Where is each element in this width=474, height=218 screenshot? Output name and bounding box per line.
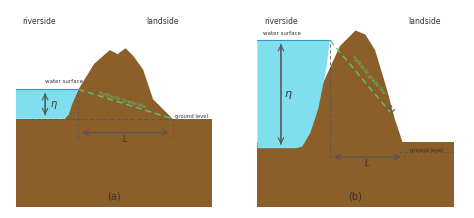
Text: (b): (b) — [348, 191, 363, 201]
Polygon shape — [297, 31, 404, 207]
Polygon shape — [257, 142, 454, 207]
Polygon shape — [65, 48, 173, 207]
Text: riverside: riverside — [22, 17, 56, 26]
Text: η: η — [50, 99, 56, 109]
Text: η: η — [285, 89, 292, 99]
Text: L: L — [365, 159, 370, 168]
Text: ground level: ground level — [410, 148, 444, 153]
Text: (a): (a) — [107, 191, 120, 201]
Text: landside: landside — [146, 17, 179, 26]
Text: hydraulic grade line: hydraulic grade line — [351, 55, 386, 95]
Polygon shape — [257, 40, 330, 207]
Text: L: L — [123, 135, 128, 145]
Text: water surface: water surface — [263, 31, 301, 36]
Text: landside: landside — [408, 17, 440, 26]
Text: ground level: ground level — [174, 114, 208, 119]
Polygon shape — [16, 119, 212, 207]
Polygon shape — [16, 89, 78, 207]
Text: levee
body: levee body — [105, 39, 122, 50]
Text: levee
body: levee body — [357, 21, 374, 32]
Text: water surface: water surface — [45, 80, 83, 84]
Text: hydraulic grade line: hydraulic grade line — [98, 90, 146, 109]
Text: riverside: riverside — [264, 17, 298, 26]
